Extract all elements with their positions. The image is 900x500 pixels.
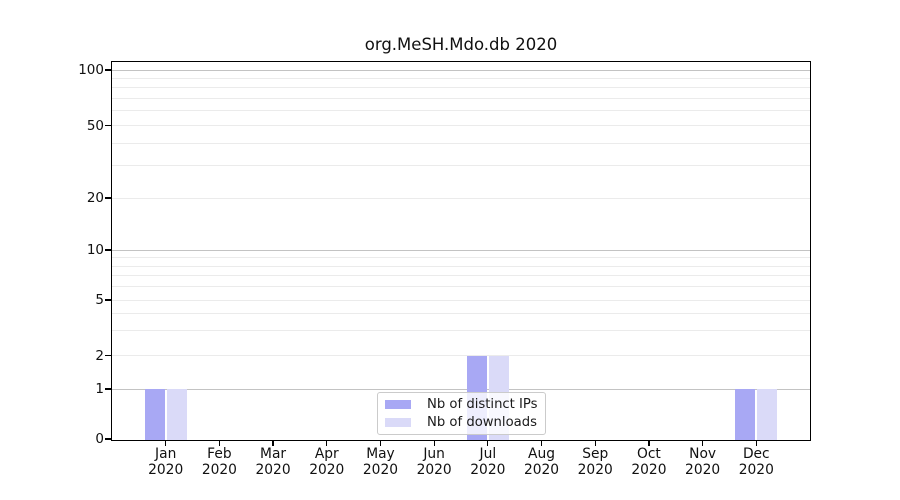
y-tick-mark: [105, 388, 112, 390]
plot-area: [112, 62, 810, 440]
x-tick-label-jan: Jan 2020: [148, 446, 184, 478]
gridline-minor: [112, 110, 810, 112]
gridline-minor: [112, 98, 810, 100]
gridline-minor: [112, 87, 810, 89]
gridline-minor: [112, 125, 810, 126]
x-tick-label-jun: Jun 2020: [416, 446, 452, 478]
y-tick-mark: [105, 438, 112, 440]
bar-downloads-dec: [757, 389, 778, 440]
y-tick-label-20: 20: [86, 190, 104, 206]
x-tick-mark: [272, 440, 274, 446]
gridline-minor: [112, 299, 810, 301]
x-tick-label-dec: Dec 2020: [738, 446, 774, 478]
legend-label-distinct-ips: Nb of distinct IPs: [427, 397, 538, 413]
x-tick-label-aug: Aug 2020: [523, 446, 560, 478]
x-tick-mark: [594, 440, 596, 446]
gridline-major: [112, 388, 810, 390]
gridline-minor: [112, 286, 810, 288]
x-tick-mark: [433, 440, 435, 446]
x-tick-label-oct: Oct 2020: [631, 446, 667, 478]
legend-item-distinct-ips: Nb of distinct IPs: [385, 396, 538, 414]
x-tick-label-mar: Mar 2020: [255, 446, 291, 478]
legend-swatch-downloads-icon: [385, 417, 411, 427]
x-tick-mark: [218, 440, 221, 446]
x-tick-mark: [648, 440, 650, 446]
x-tick-mark: [379, 440, 382, 446]
gridline-minor: [112, 330, 810, 332]
y-tick-label-50: 50: [86, 117, 104, 134]
y-tick-label-10: 10: [86, 242, 104, 258]
x-tick-label-may: May 2020: [362, 446, 399, 478]
y-tick-label-2: 2: [95, 347, 104, 364]
y-tick-mark: [105, 354, 112, 357]
gridline-minor: [112, 313, 810, 315]
gridline-minor: [112, 265, 810, 267]
x-tick-mark: [540, 440, 543, 446]
y-tick-label-100: 100: [78, 62, 104, 78]
gridline-minor: [112, 355, 810, 356]
y-tick-label-5: 5: [95, 292, 104, 308]
legend-label-downloads: Nb of downloads: [427, 414, 537, 430]
legend: Nb of distinct IPs Nb of downloads: [377, 392, 546, 435]
bar-downloads-jan: [166, 389, 187, 440]
gridline-minor: [112, 275, 810, 277]
y-tick-mark: [105, 299, 112, 301]
gridline-minor: [112, 142, 810, 144]
x-tick-label-nov: Nov 2020: [685, 446, 721, 478]
gridline-minor: [112, 77, 810, 79]
gridline-minor: [112, 197, 810, 199]
gridline-minor: [112, 257, 810, 259]
legend-item-downloads: Nb of downloads: [385, 414, 537, 432]
y-tick-mark: [105, 124, 112, 127]
x-tick-mark: [326, 440, 328, 446]
bar-distinct-ips-jan: [144, 389, 165, 440]
gridline-minor: [112, 165, 810, 167]
x-tick-mark: [701, 440, 704, 446]
y-tick-mark: [105, 249, 112, 251]
x-tick-mark: [487, 440, 489, 446]
chart-title: org.MeSH.Mdo.db 2020: [364, 35, 558, 54]
x-tick-mark: [755, 440, 757, 446]
y-tick-mark: [105, 197, 112, 199]
gridline-major: [112, 249, 810, 251]
y-tick-mark: [105, 69, 112, 71]
x-tick-label-feb: Feb 2020: [201, 446, 237, 478]
y-tick-label-1: 1: [95, 381, 104, 397]
legend-swatch-distinct-ips-icon: [385, 400, 411, 410]
y-tick-label-0: 0: [95, 431, 104, 447]
gridline-major: [112, 69, 810, 71]
x-tick-mark: [165, 440, 167, 446]
x-tick-label-sep: Sep 2020: [577, 446, 613, 478]
bar-distinct-ips-dec: [735, 389, 756, 440]
x-tick-label-jul: Jul 2020: [470, 446, 506, 478]
x-tick-label-apr: Apr 2020: [309, 446, 345, 478]
